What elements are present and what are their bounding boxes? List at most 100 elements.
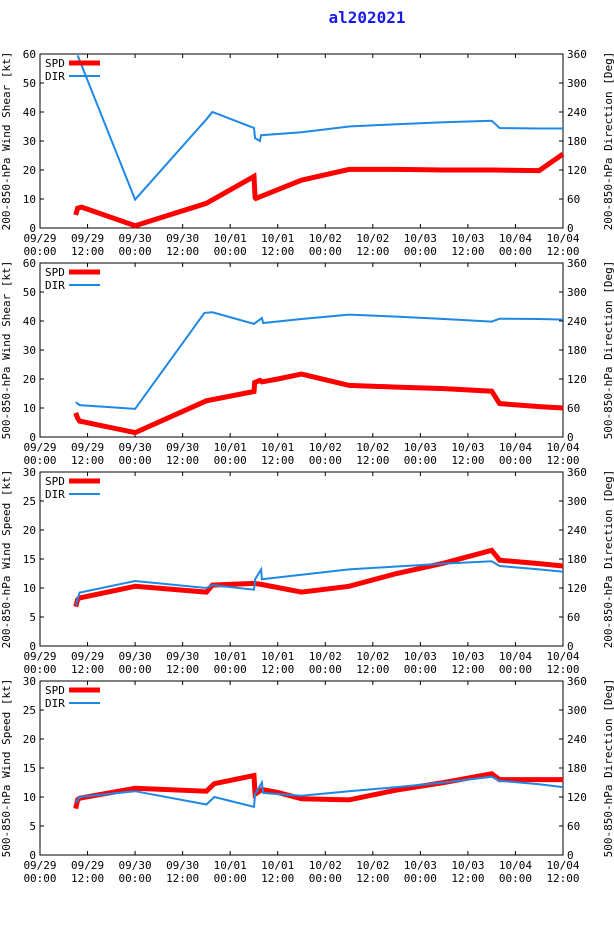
x-tick-label-time: 12:00: [356, 454, 389, 467]
x-tick-label-date: 09/30: [166, 859, 199, 872]
x-tick-label-date: 10/01: [261, 232, 294, 245]
x-tick-label-time: 12:00: [356, 663, 389, 676]
x-tick-label-date: 10/03: [404, 650, 437, 663]
x-tick-label-time: 00:00: [214, 245, 247, 258]
x-tick-label-time: 00:00: [214, 454, 247, 467]
legend-label-spd: SPD: [45, 475, 65, 488]
x-tick-label-time: 00:00: [23, 245, 56, 258]
x-tick-label-date: 09/30: [166, 232, 199, 245]
x-tick-label-time: 12:00: [356, 872, 389, 885]
x-tick-label-date: 10/04: [546, 441, 579, 454]
spd-series-line: [73, 371, 564, 436]
y2-tick-label: 300: [567, 704, 587, 717]
x-tick-label-time: 12:00: [261, 454, 294, 467]
y-axis-title: 500-850-hPa Wind Shear [kt]: [0, 261, 13, 440]
x-tick-label-time: 00:00: [309, 245, 342, 258]
x-tick-label-time: 12:00: [261, 663, 294, 676]
legend-label-spd: SPD: [45, 57, 65, 70]
x-tick-label-date: 10/04: [499, 232, 532, 245]
x-tick-label-time: 00:00: [404, 454, 437, 467]
x-tick-label-time: 00:00: [309, 663, 342, 676]
x-tick-label-date: 10/02: [356, 441, 389, 454]
x-tick-label-date: 09/30: [166, 441, 199, 454]
x-tick-label-date: 10/01: [261, 650, 294, 663]
y-tick-label: 5: [29, 611, 36, 624]
spd-series-line: [73, 547, 564, 608]
x-tick-label-date: 10/01: [214, 650, 247, 663]
x-tick-label-date: 10/03: [451, 232, 484, 245]
legend-label-spd: SPD: [45, 266, 65, 279]
legend-label-dir: DIR: [45, 697, 65, 710]
y-tick-label: 30: [23, 135, 36, 148]
y2-tick-label: 60: [567, 402, 580, 415]
x-tick-label-date: 10/01: [214, 859, 247, 872]
y2-tick-label: 0: [567, 849, 574, 862]
y2-tick-label: 0: [567, 222, 574, 235]
dir-series-line: [76, 55, 563, 202]
x-tick-label-time: 12:00: [356, 245, 389, 258]
x-tick-label-date: 10/03: [451, 650, 484, 663]
x-tick-label-date: 10/03: [404, 232, 437, 245]
x-tick-label-time: 12:00: [261, 872, 294, 885]
x-tick-label-time: 00:00: [119, 454, 152, 467]
spd-series-line: [73, 152, 565, 229]
plot-frame: [39, 471, 564, 647]
x-tick-label-date: 10/02: [356, 232, 389, 245]
y2-tick-label: 120: [567, 373, 587, 386]
y-axis-title: 200-850-hPa Wind Shear [kt]: [0, 52, 13, 231]
x-tick-label-time: 00:00: [119, 872, 152, 885]
x-tick-label-date: 09/30: [119, 650, 152, 663]
y2-axis-title: 500-850-hPa Direction [Deg]: [602, 261, 614, 440]
y2-tick-label: 240: [567, 733, 587, 746]
x-tick-label-date: 09/29: [71, 859, 104, 872]
x-tick-label-time: 12:00: [166, 872, 199, 885]
x-tick-label-date: 09/30: [119, 232, 152, 245]
y2-tick-label: 120: [567, 164, 587, 177]
x-tick-label-date: 10/03: [451, 859, 484, 872]
x-tick-label-date: 09/30: [119, 859, 152, 872]
y2-tick-label: 180: [567, 553, 587, 566]
y2-tick-label: 60: [567, 611, 580, 624]
x-tick-label-date: 09/29: [23, 859, 56, 872]
x-tick-label-time: 00:00: [404, 245, 437, 258]
y2-axis-title: 200-850-hPa Direction [Deg]: [602, 470, 614, 649]
spd-series-line: [73, 771, 563, 810]
y-tick-label: 15: [23, 553, 36, 566]
x-tick-label-date: 10/03: [451, 441, 484, 454]
x-tick-label-time: 00:00: [23, 454, 56, 467]
y2-tick-label: 360: [567, 257, 587, 270]
y-tick-label: 20: [23, 733, 36, 746]
y-tick-label: 15: [23, 762, 36, 775]
y-tick-label: 10: [23, 193, 36, 206]
x-tick-label-time: 00:00: [404, 872, 437, 885]
y-axis-title: 500-850-hPa Wind Speed [kt]: [0, 679, 13, 858]
x-tick-label-time: 00:00: [499, 663, 532, 676]
y-tick-label: 40: [23, 106, 36, 119]
legend-label-dir: DIR: [45, 488, 65, 501]
x-tick-label-date: 09/29: [23, 441, 56, 454]
x-tick-label-time: 12:00: [166, 663, 199, 676]
x-tick-label-time: 00:00: [404, 663, 437, 676]
x-tick-label-date: 10/04: [546, 859, 579, 872]
x-tick-label-time: 00:00: [309, 454, 342, 467]
x-tick-label-time: 12:00: [546, 245, 579, 258]
y-tick-label: 20: [23, 524, 36, 537]
x-tick-label-time: 12:00: [546, 454, 579, 467]
y2-axis-title: 200-850-hPa Direction [Deg]: [602, 52, 614, 231]
x-tick-label-time: 00:00: [119, 245, 152, 258]
x-tick-label-time: 00:00: [499, 872, 532, 885]
y-tick-label: 25: [23, 704, 36, 717]
dir-series-line: [75, 311, 564, 410]
x-tick-label-time: 00:00: [214, 872, 247, 885]
y2-tick-label: 180: [567, 135, 587, 148]
y-tick-label: 0: [29, 431, 36, 444]
x-tick-label-time: 12:00: [546, 872, 579, 885]
y-tick-label: 60: [23, 48, 36, 61]
y2-tick-label: 360: [567, 48, 587, 61]
dir-series-line: [74, 775, 564, 809]
x-tick-label-time: 00:00: [214, 663, 247, 676]
y-tick-label: 0: [29, 849, 36, 862]
x-tick-label-date: 10/04: [546, 232, 579, 245]
x-tick-label-time: 12:00: [71, 454, 104, 467]
y-tick-label: 50: [23, 77, 36, 90]
